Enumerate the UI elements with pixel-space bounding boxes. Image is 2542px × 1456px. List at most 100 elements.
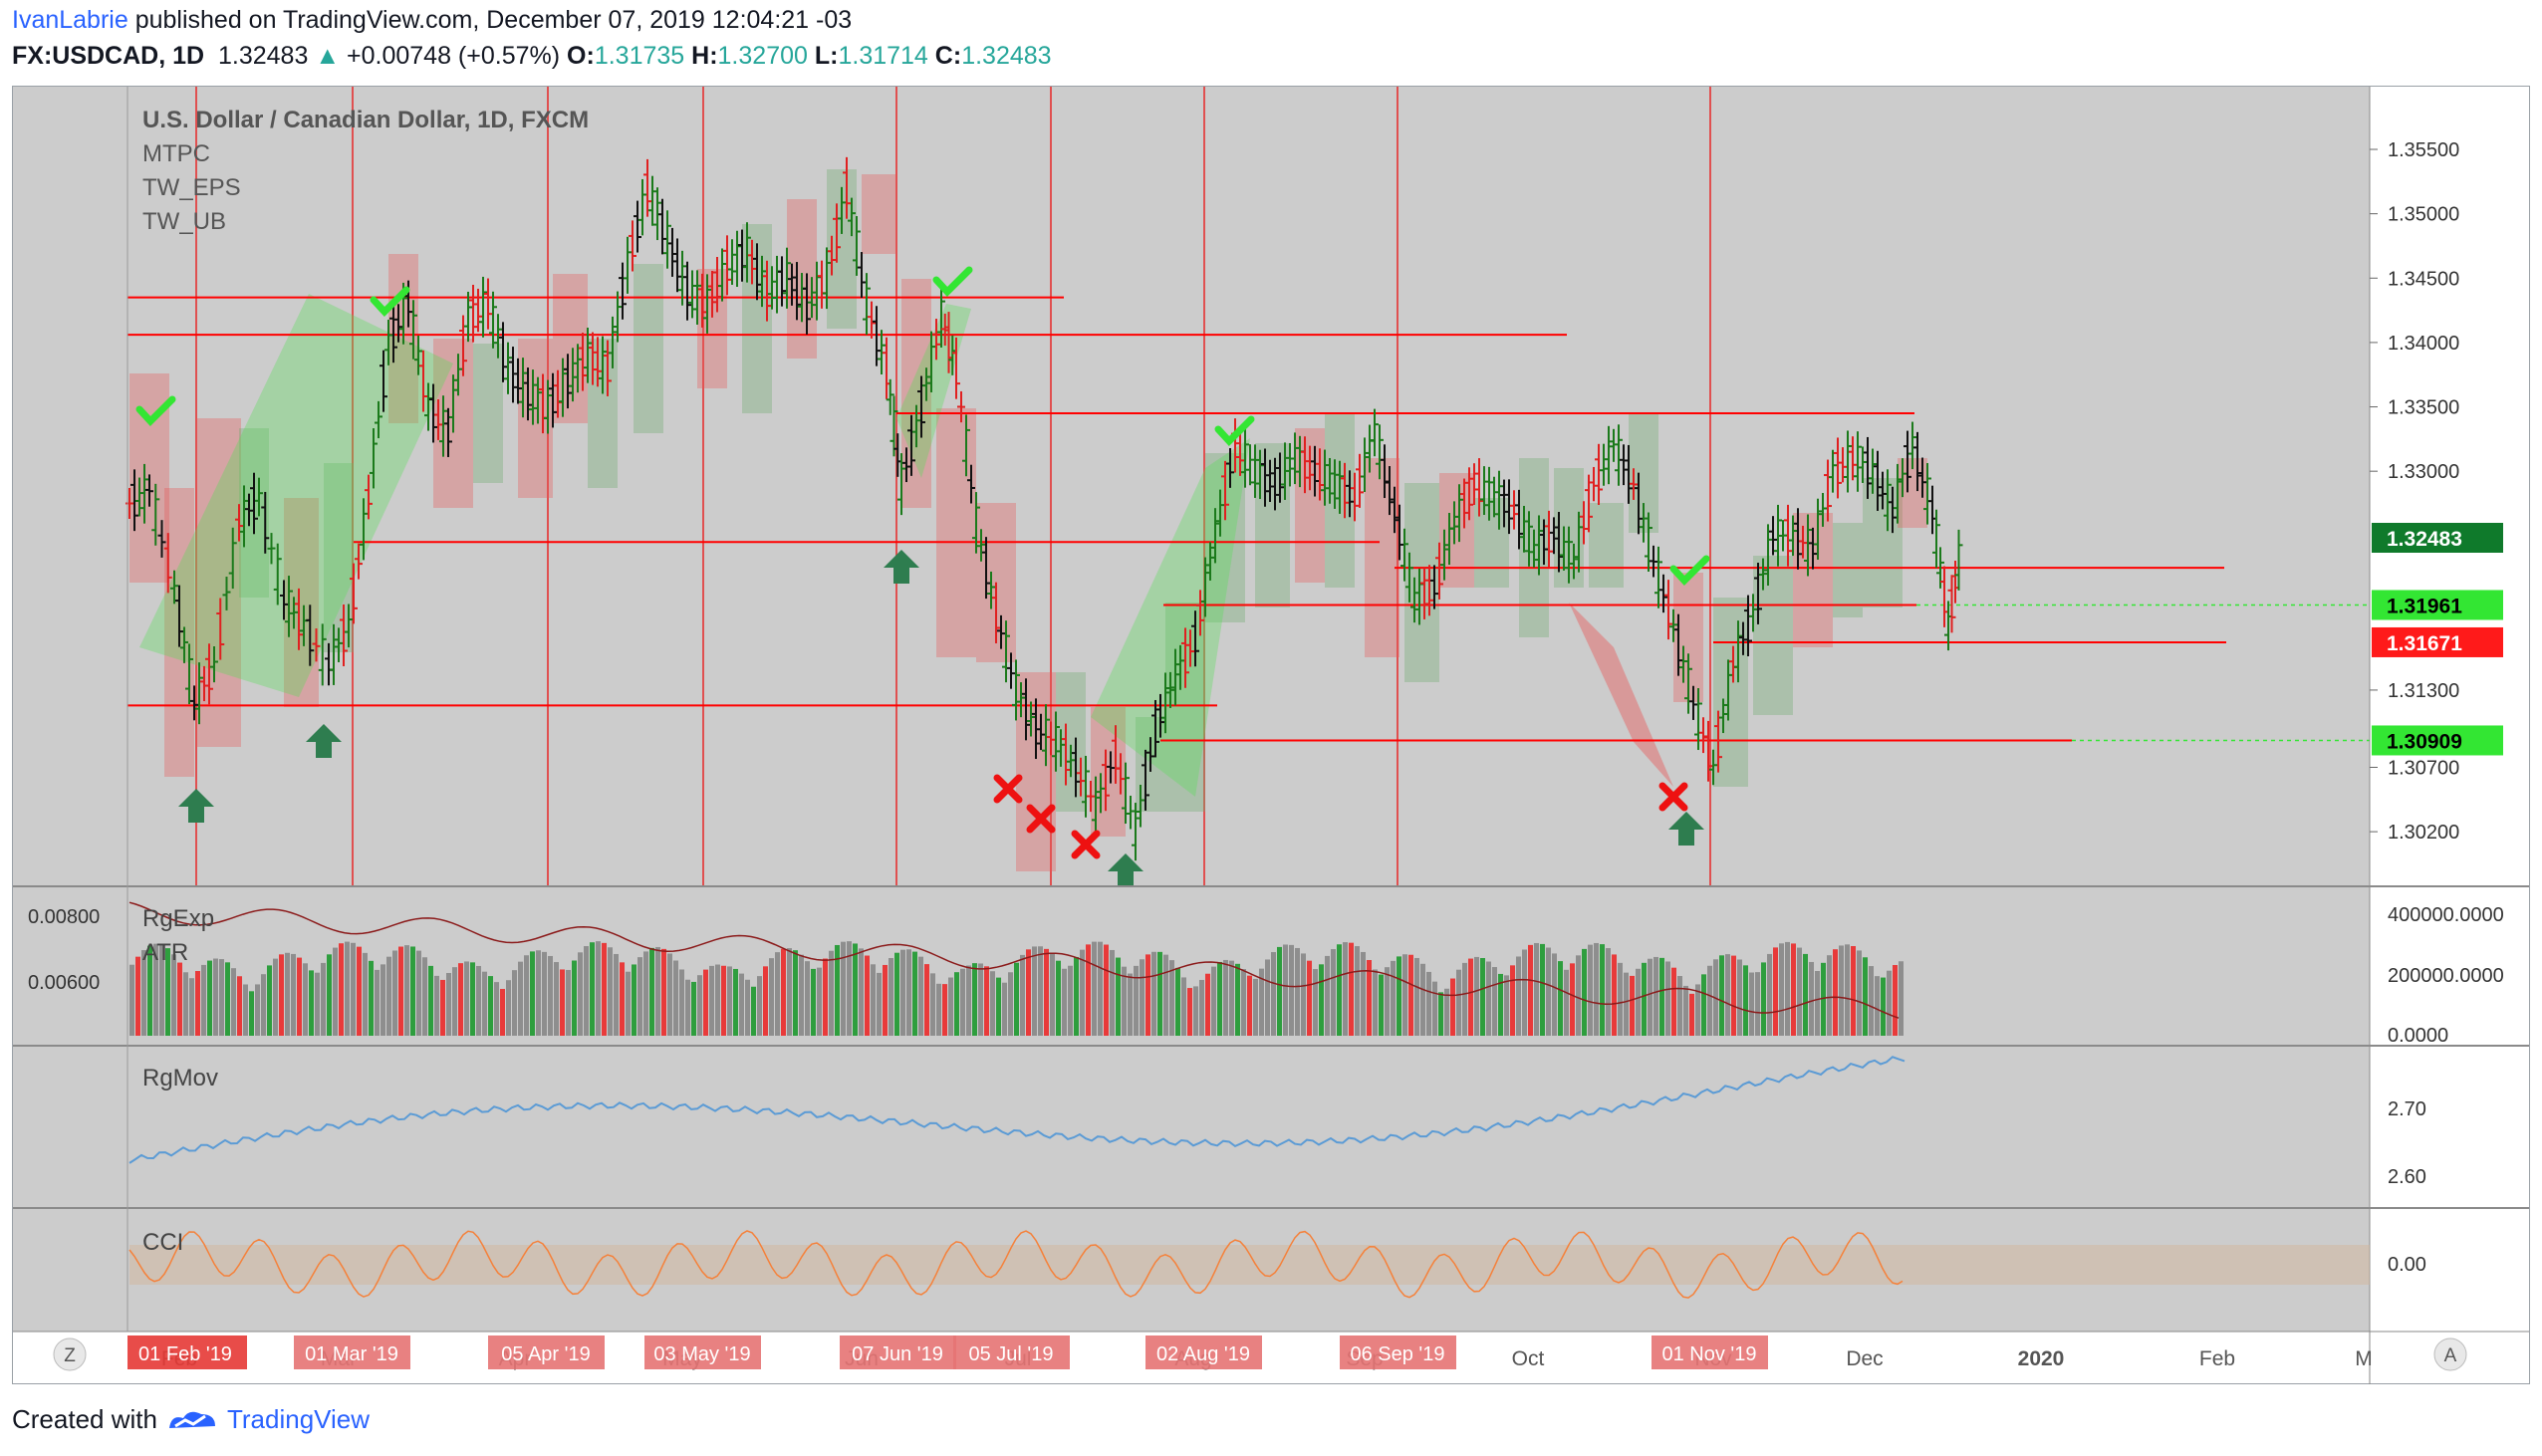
tradingview-link[interactable]: TradingView xyxy=(226,1404,371,1434)
time-axis-highlight-label: 03 May '19 xyxy=(653,1343,750,1365)
volume-bar xyxy=(1474,956,1479,1036)
volume-bar xyxy=(912,951,917,1036)
open-value: 1.31735 xyxy=(594,42,685,70)
volume-bar xyxy=(542,951,547,1036)
tradingview-logo-icon xyxy=(168,1411,215,1428)
volume-bar xyxy=(446,972,451,1036)
volume-bar xyxy=(1187,988,1192,1036)
volume-bar xyxy=(470,962,475,1036)
rgmov-line xyxy=(128,1056,1906,1164)
volume-bar xyxy=(1432,981,1437,1036)
volume-bar xyxy=(141,950,146,1036)
volume-bar xyxy=(954,972,959,1036)
volume-bar xyxy=(889,957,893,1036)
volume-bar xyxy=(524,955,529,1036)
volume-bar xyxy=(918,956,923,1036)
volume-bar xyxy=(781,948,786,1036)
volume-bar xyxy=(381,964,385,1036)
volume-bar xyxy=(984,966,989,1036)
volume-bar xyxy=(787,948,792,1036)
trend-wedge-up xyxy=(139,294,453,697)
price-badge xyxy=(2372,590,2503,620)
price-tick: 1.34500 xyxy=(2388,268,2459,290)
volume-bar xyxy=(386,956,391,1036)
volume-bar xyxy=(1295,947,1300,1036)
zoom-button-label[interactable]: Z xyxy=(64,1345,76,1366)
volume-bar xyxy=(1420,963,1425,1036)
volume-bar xyxy=(948,977,953,1036)
shaded-zone xyxy=(936,408,976,657)
price-tick: 1.34000 xyxy=(2388,333,2459,355)
volume-bar xyxy=(1157,951,1162,1036)
price-tick: 1.30700 xyxy=(2388,757,2459,779)
volume-bar xyxy=(1343,942,1348,1036)
volume-bar xyxy=(1887,970,1892,1036)
time-axis-label: 2020 xyxy=(2018,1347,2065,1370)
rgexp-line xyxy=(128,901,1900,1019)
volume-bar xyxy=(147,945,152,1036)
volume-bar xyxy=(972,963,977,1036)
chart-canvas[interactable]: 1.35500 1.35000 1.34500 1.34000 1.33500 1.330… xyxy=(0,0,2542,1394)
volume-bar xyxy=(315,972,320,1036)
volume-bar xyxy=(1151,951,1156,1036)
volume-bar xyxy=(1600,944,1605,1036)
auto-scale-button-label[interactable]: A xyxy=(2444,1345,2457,1366)
close-value: 1.32483 xyxy=(961,42,1052,70)
volume-bar xyxy=(1564,969,1569,1036)
volume-bar xyxy=(560,969,565,1036)
volume-bar xyxy=(1211,966,1216,1036)
volume-bar xyxy=(745,979,750,1036)
time-axis-highlight-label: 01 Mar '19 xyxy=(305,1343,398,1365)
volume-bar xyxy=(960,968,965,1036)
volume-bar xyxy=(990,971,995,1036)
volume-bar xyxy=(1468,958,1473,1036)
chart-frame[interactable] xyxy=(12,86,2530,1384)
volume-bar xyxy=(608,947,613,1036)
volume-bar xyxy=(763,966,768,1036)
volume-bar xyxy=(1062,968,1067,1036)
volume-bar xyxy=(1612,954,1617,1036)
volume-bar xyxy=(231,968,236,1036)
volume-bar xyxy=(757,976,762,1036)
volume-bar xyxy=(1241,969,1246,1036)
volume-bar xyxy=(1271,952,1276,1036)
volume-bar xyxy=(1008,972,1013,1036)
volume-bar xyxy=(1235,963,1240,1036)
volume-bar xyxy=(1893,965,1898,1036)
volume-bar xyxy=(1199,979,1204,1036)
volume-bar xyxy=(1719,955,1724,1036)
volume-bar xyxy=(1618,962,1623,1036)
volume-bar xyxy=(930,973,935,1036)
price-tick: 1.35000 xyxy=(2388,204,2459,226)
zoom-button[interactable] xyxy=(53,1337,87,1371)
volume-bar xyxy=(1140,959,1144,1036)
volume-bar xyxy=(1181,977,1186,1036)
volume-bar xyxy=(829,950,834,1036)
volume-bar xyxy=(1701,974,1706,1036)
volume-bar xyxy=(1122,966,1127,1036)
volume-bar xyxy=(1217,961,1222,1036)
volume-bar xyxy=(1863,957,1868,1036)
volume-bar xyxy=(345,941,350,1036)
volume-bar xyxy=(811,968,816,1036)
auto-scale-button[interactable] xyxy=(2433,1337,2467,1371)
volume-bar xyxy=(1247,975,1252,1036)
low-label: L: xyxy=(814,42,839,70)
volume-bar xyxy=(183,972,188,1036)
volume-bar xyxy=(1163,954,1168,1036)
volume-bar xyxy=(279,954,284,1036)
volume-bar xyxy=(512,970,517,1036)
volume-bar xyxy=(1307,960,1312,1036)
volume-bar xyxy=(1480,958,1485,1036)
volume-bar xyxy=(1665,961,1670,1036)
checkmark-icon xyxy=(135,395,176,427)
volume-bar xyxy=(1385,967,1390,1036)
price-tick: 1.33500 xyxy=(2388,397,2459,419)
volume-bar xyxy=(267,965,272,1036)
volume-bar xyxy=(1026,949,1031,1036)
author-link[interactable]: IvanLabrie xyxy=(12,6,128,34)
volume-bar xyxy=(1821,962,1826,1036)
volume-bar xyxy=(1080,949,1085,1036)
volume-bar xyxy=(584,946,589,1036)
volume-bar xyxy=(1068,965,1073,1036)
